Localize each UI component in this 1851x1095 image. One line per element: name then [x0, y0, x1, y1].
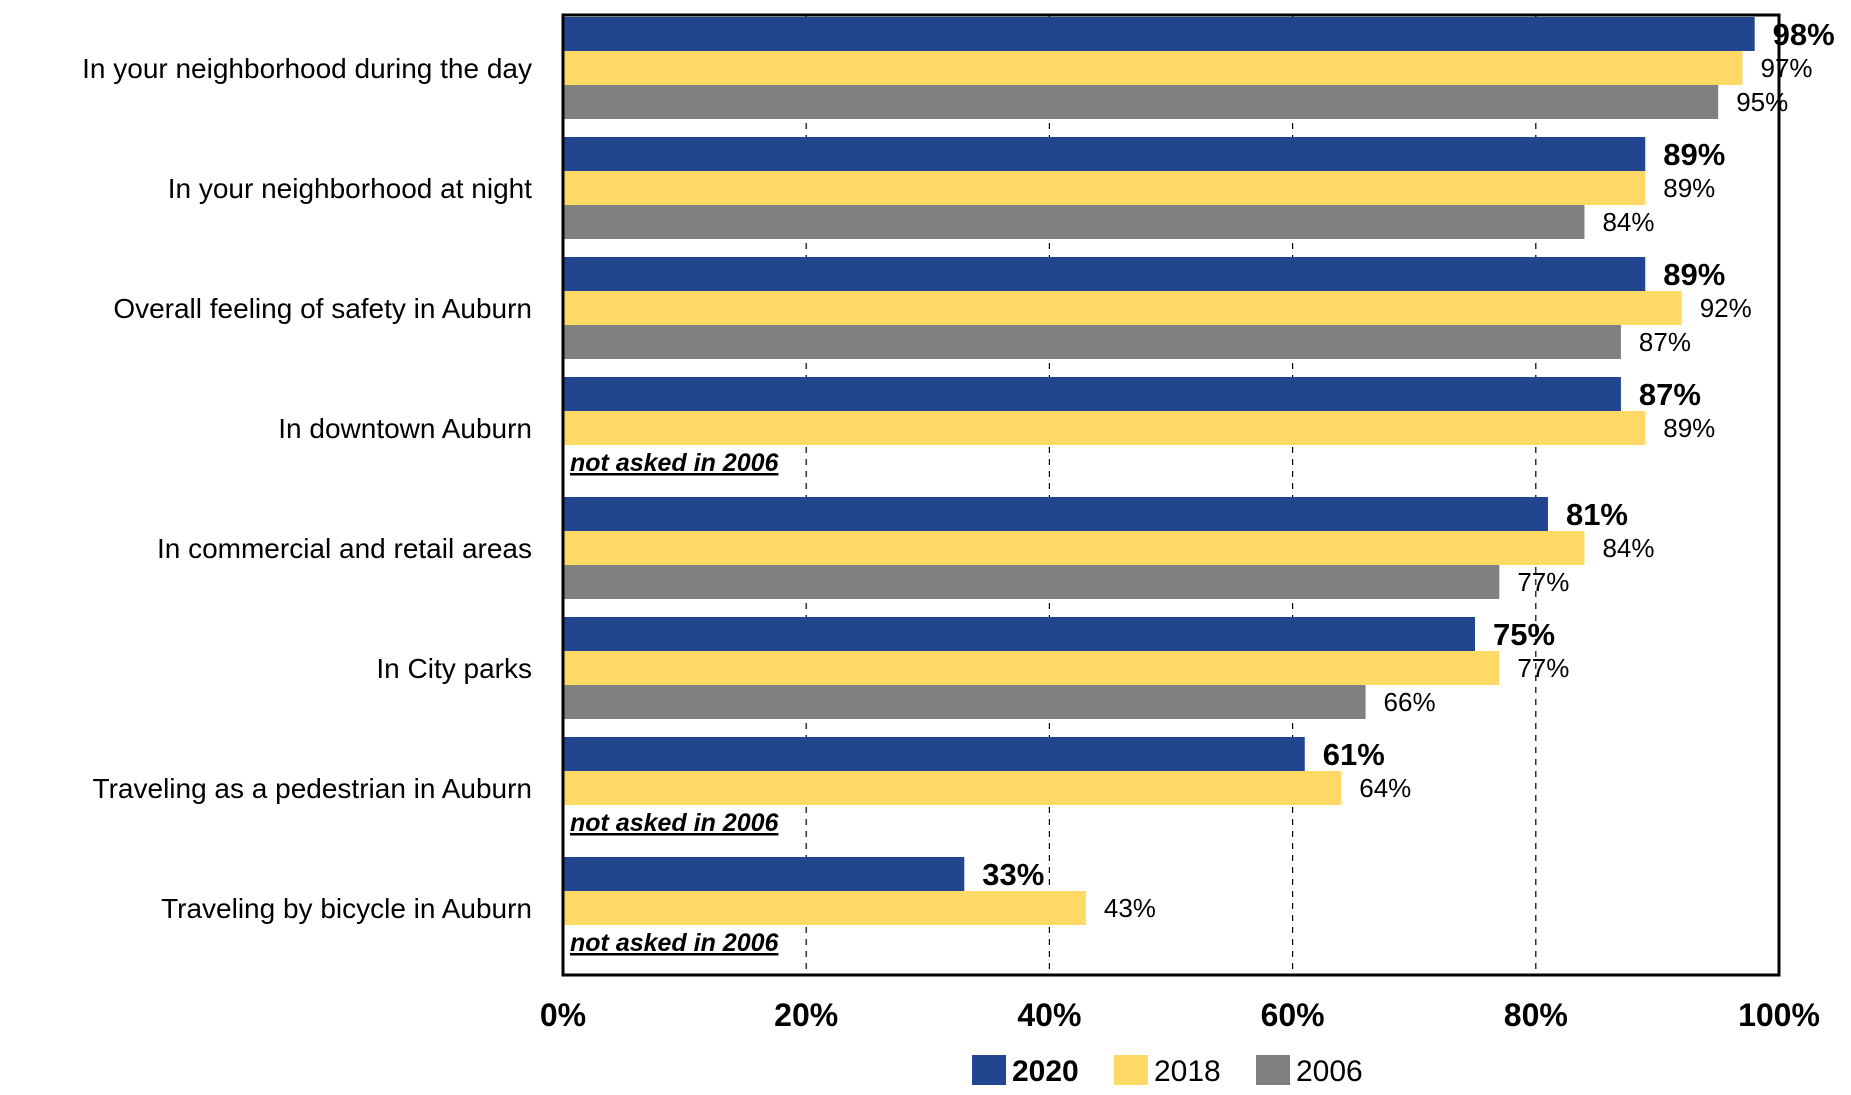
value-label-2020: 89% [1663, 137, 1725, 172]
bar-2018 [563, 51, 1743, 85]
x-tick-label: 20% [774, 997, 838, 1033]
missing-data-note: not asked in 2006 [570, 809, 780, 837]
bar-2018 [563, 891, 1086, 925]
value-label-2018: 43% [1104, 893, 1156, 923]
bar-2006 [563, 325, 1621, 359]
category-label: In City parks [376, 653, 532, 684]
bars [563, 17, 1755, 925]
missing-data-note: not asked in 2006 [570, 929, 780, 957]
x-tick-label: 80% [1504, 997, 1568, 1033]
category-labels: In your neighborhood during the day In yo… [82, 53, 532, 924]
bar-2006 [563, 565, 1500, 599]
plot-area-frame [561, 13, 1781, 977]
value-label-2020: 33% [982, 857, 1044, 892]
value-label-2020: 89% [1663, 257, 1725, 292]
bar-2018 [563, 171, 1646, 205]
bar-2020 [563, 617, 1475, 651]
bar-2020 [563, 257, 1646, 291]
value-label-2020: 81% [1566, 497, 1628, 532]
value-label-2018: 89% [1663, 173, 1715, 203]
bar-2018 [563, 411, 1646, 445]
category-label: In your neighborhood during the day [82, 53, 532, 84]
legend-label-2020: 2020 [1012, 1055, 1079, 1088]
bar-2018 [563, 651, 1500, 685]
bar-2006 [563, 685, 1366, 719]
x-axis-tick-labels: 0% 20% 40% 60% 80% 100% [540, 997, 1820, 1033]
category-label: Traveling by bicycle in Auburn [161, 893, 532, 924]
bar-2018 [563, 771, 1342, 805]
legend: 2020 2018 2006 [972, 1055, 1363, 1088]
value-label-2006: 87% [1639, 327, 1691, 357]
value-label-2020: 75% [1493, 617, 1555, 652]
value-label-2018: 77% [1517, 653, 1569, 683]
legend-swatch-2006 [1256, 1055, 1290, 1085]
value-label-2018: 92% [1700, 293, 1752, 323]
bar-2018 [563, 291, 1682, 325]
bar-2018 [563, 531, 1585, 565]
category-label: In commercial and retail areas [157, 533, 532, 564]
bar-2020 [563, 377, 1621, 411]
legend-swatch-2020 [972, 1055, 1006, 1085]
x-tick-label: 0% [540, 997, 586, 1033]
bar-2020 [563, 497, 1548, 531]
category-label: In downtown Auburn [278, 413, 532, 444]
category-label: In your neighborhood at night [168, 173, 532, 204]
x-tick-label: 40% [1017, 997, 1081, 1033]
bar-2006 [563, 205, 1585, 239]
legend-label-2018: 2018 [1154, 1055, 1221, 1088]
x-tick-label: 100% [1738, 997, 1820, 1033]
value-label-2018: 84% [1602, 533, 1654, 563]
bar-2006 [563, 85, 1719, 119]
bar-2020 [563, 737, 1305, 771]
legend-label-2006: 2006 [1296, 1055, 1363, 1088]
value-label-2006: 66% [1384, 687, 1436, 717]
bar-2020 [563, 137, 1646, 171]
value-label-2020: 61% [1323, 737, 1385, 772]
category-label: Traveling as a pedestrian in Auburn [93, 773, 532, 804]
category-label: Overall feeling of safety in Auburn [113, 293, 532, 324]
value-label-2006: 77% [1517, 567, 1569, 597]
x-tick-label: 60% [1261, 997, 1325, 1033]
bar-2020 [563, 857, 965, 891]
value-label-2018: 89% [1663, 413, 1715, 443]
missing-data-note: not asked in 2006 [570, 449, 780, 477]
value-label-2020: 98% [1773, 17, 1835, 52]
legend-swatch-2018 [1114, 1055, 1148, 1085]
value-label-2006: 84% [1602, 207, 1654, 237]
value-label-2018: 64% [1359, 773, 1411, 803]
value-label-2020: 87% [1639, 377, 1701, 412]
bar-2020 [563, 17, 1755, 51]
value-label-2018: 97% [1761, 53, 1813, 83]
